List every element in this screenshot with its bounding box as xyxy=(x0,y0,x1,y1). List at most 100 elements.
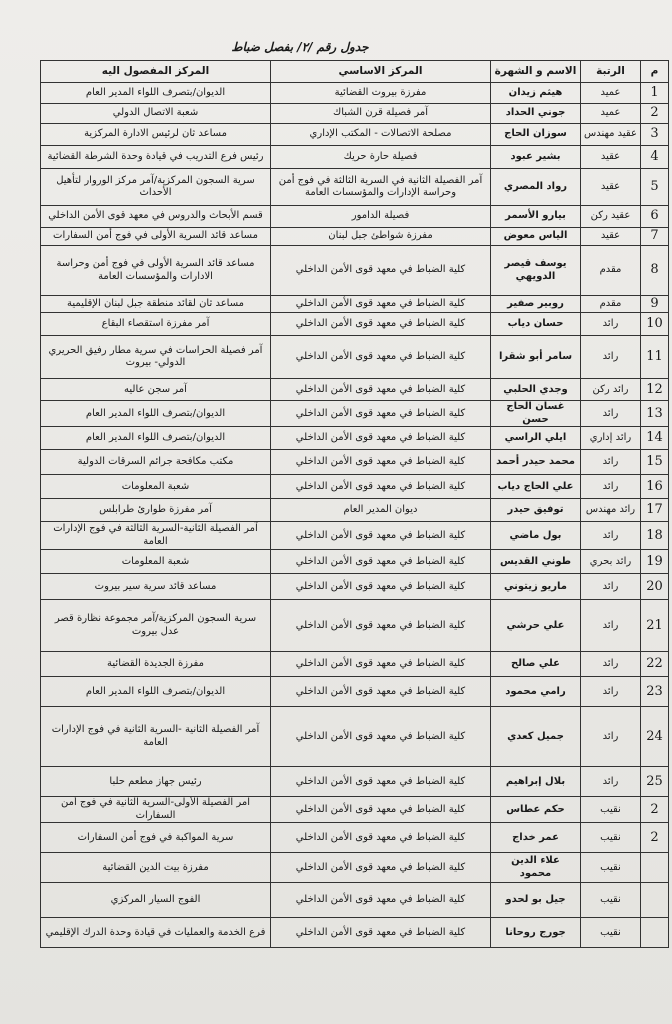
original-post: كلية الضباط في معهد قوى الأمن الداخلي xyxy=(270,766,491,798)
column-header: المركز الاساسي xyxy=(270,60,491,83)
new-post: سرية السجون المركزية/آمر مركز الوروار لت… xyxy=(40,168,271,206)
table-row: 10 رائد حسان دياب كلية الضباط في معهد قوى ا… xyxy=(40,312,669,337)
original-post: كلية الضباط في معهد قوى الأمن الداخلي xyxy=(270,882,491,919)
original-post: آمر فصيلة قرن الشباك xyxy=(270,103,491,124)
rank: عقيد xyxy=(580,168,641,206)
rank: نقيب xyxy=(580,882,641,919)
rank: رائد xyxy=(580,474,641,500)
table-row: 9 مقدم روبير صفير كلية الضباط في معهد قوى ا… xyxy=(40,294,669,314)
rank: رائد xyxy=(580,599,641,653)
new-post: سرية السجون المركزية/آمر مجموعة نظارة قص… xyxy=(40,599,271,653)
name: بيارو الأسمر xyxy=(490,205,581,228)
name: علي الحاج دياب xyxy=(490,474,581,500)
rank: عقيد ركن xyxy=(580,205,641,228)
new-post: آمر مفرزة طوارئ طرابلس xyxy=(40,498,271,523)
rank: عقيد xyxy=(580,227,641,246)
original-post: كلية الضباط في معهد قوى الأمن الداخلي xyxy=(270,573,491,601)
table-row: 4 عقيد بشير عبود فصيلة حارة حريك رئيس فرع ال… xyxy=(40,145,669,169)
new-post: الفوج السيار المركزي xyxy=(40,882,271,919)
name: سامر أبو شقرا xyxy=(490,335,581,380)
table-row: 6 عقيد ركن بيارو الأسمر فصيلة الدامور قسم ال… xyxy=(40,205,669,228)
rank: مقدم xyxy=(580,294,641,314)
header-row: م الرتبة الاسم و الشهرة المركز الاساسي المرك… xyxy=(40,60,669,83)
name: جميل كعدي xyxy=(490,706,581,768)
rank: رائد xyxy=(580,312,641,337)
table-row: 3 عقيد مهندس سوزان الحاج مصلحة الاتصالات - … xyxy=(40,123,669,146)
new-post: الديوان/بتصرف اللواء المدير العام xyxy=(40,676,271,708)
original-post: كلية الضباط في معهد قوى الأمن الداخلي xyxy=(270,335,491,380)
new-post: آمر الفصيلة الثانية-السرية الثالثة في فو… xyxy=(40,521,271,551)
row-number xyxy=(640,852,669,884)
column-header: المركز المفصول اليه xyxy=(40,60,271,83)
rank: رائد xyxy=(580,335,641,380)
original-post: كلية الضباط في معهد قوى الأمن الداخلي xyxy=(270,449,491,476)
row-number: 4 xyxy=(640,145,669,169)
rank: نقيب xyxy=(580,822,641,854)
new-post: مساعد ثان لقائد منطقة جبل لبنان الإقليمي… xyxy=(40,294,271,314)
officers-table: م الرتبة الاسم و الشهرة المركز الاساسي المرك… xyxy=(40,60,669,949)
column-header: الاسم و الشهرة xyxy=(490,60,581,83)
rank: نقيب xyxy=(580,796,641,824)
rank: عميد xyxy=(580,103,641,124)
row-number: 9 xyxy=(640,294,669,314)
original-post: كلية الضباط في معهد قوى الأمن الداخلي xyxy=(270,676,491,708)
original-post: مفرزة شواطئ جبل لبنان xyxy=(270,227,491,246)
name: جوني الحداد xyxy=(490,103,581,124)
row-number: 23 xyxy=(640,676,669,708)
column-header: م xyxy=(640,60,669,83)
new-post: سرية المواكبة في فوج أمن السفارات xyxy=(40,822,271,854)
new-post: مفرزة بيت الدين القضائية xyxy=(40,852,271,884)
name: هيثم زيدان xyxy=(490,82,581,104)
name: يوسف قيصر الدويهي xyxy=(490,245,581,296)
name: علي صالح xyxy=(490,651,581,678)
rank: مقدم xyxy=(580,245,641,296)
original-post: كلية الضباط في معهد قوى الأمن الداخلي xyxy=(270,599,491,653)
original-post: كلية الضباط في معهد قوى الأمن الداخلي xyxy=(270,245,491,296)
new-post: آمر الفصيلة الثانية -السرية الثانية في ف… xyxy=(40,706,271,768)
original-post: كلية الضباط في معهد قوى الأمن الداخلي xyxy=(270,822,491,854)
new-post: آمر مفرزة استقصاء البقاع xyxy=(40,312,271,337)
row-number xyxy=(640,882,669,919)
table-row: 5 عقيد رواد المصري آمر الفصيلة الثانية في ا… xyxy=(40,168,669,206)
original-post: كلية الضباط في معهد قوى الأمن الداخلي xyxy=(270,474,491,500)
new-post: مكتب مكافحة جرائم السرقات الدولية xyxy=(40,449,271,476)
original-post: كلية الضباط في معهد قوى الأمن الداخلي xyxy=(270,312,491,337)
row-number: 22 xyxy=(640,651,669,678)
rank: رائد xyxy=(580,521,641,551)
table-row: 12 رائد ركن وجدي الحلبي كلية الضباط في معهد… xyxy=(40,378,669,402)
row-number: 17 xyxy=(640,498,669,523)
row-number: 25 xyxy=(640,766,669,798)
row-number: 2 xyxy=(640,103,669,124)
rank: رائد xyxy=(580,706,641,768)
table-row: 2 عميد جوني الحداد آمر فصيلة قرن الشباك شعبة… xyxy=(40,103,669,124)
row-number: 20 xyxy=(640,573,669,601)
table-body: 1 عميد هيثم زيدان مفرزة بيروت القضائية الديو… xyxy=(40,82,669,949)
name: علي حرشي xyxy=(490,599,581,653)
rank: رائد xyxy=(580,449,641,476)
row-number: 2 xyxy=(640,796,669,824)
original-post: كلية الضباط في معهد قوى الأمن الداخلي xyxy=(270,706,491,768)
table-row: نقيب جيل بو لحدو كلية الضباط في معهد قوى ا… xyxy=(40,882,669,919)
rank: عقيد مهندس xyxy=(580,123,641,146)
table-row: نقيب علاء الدين محمود كلية الضباط في معهد … xyxy=(40,852,669,884)
table-row: 22 رائد علي صالح كلية الضباط في معهد قوى ال… xyxy=(40,651,669,678)
new-post: شعبة الاتصال الدولي xyxy=(40,103,271,124)
rank: نقيب xyxy=(580,852,641,884)
original-post: فصيلة الدامور xyxy=(270,205,491,228)
name: ماريو زيتوني xyxy=(490,573,581,601)
name: بول ماضي xyxy=(490,521,581,551)
rank: رائد بحري xyxy=(580,549,641,575)
row-number: 14 xyxy=(640,426,669,451)
row-number: 15 xyxy=(640,449,669,476)
original-post: كلية الضباط في معهد قوى الأمن الداخلي xyxy=(270,917,491,949)
original-post: كلية الضباط في معهد قوى الأمن الداخلي xyxy=(270,294,491,314)
new-post: شعبة المعلومات xyxy=(40,474,271,500)
original-post: كلية الضباط في معهد قوى الأمن الداخلي xyxy=(270,400,491,428)
original-post: ديوان المدير العام xyxy=(270,498,491,523)
name: حكم عطاس xyxy=(490,796,581,824)
new-post: قسم الأبحاث والدروس في معهد قوى الأمن ال… xyxy=(40,205,271,228)
original-post: كلية الضباط في معهد قوى الأمن الداخلي xyxy=(270,378,491,402)
name: ايلي الراسي xyxy=(490,426,581,451)
original-post: كلية الضباط في معهد قوى الأمن الداخلي xyxy=(270,651,491,678)
name: عمر خداج xyxy=(490,822,581,854)
